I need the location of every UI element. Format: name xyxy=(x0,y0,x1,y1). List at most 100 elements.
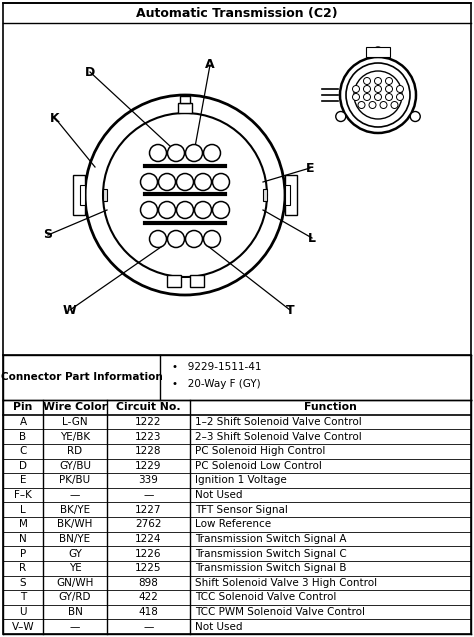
Text: 1224: 1224 xyxy=(135,534,162,544)
Circle shape xyxy=(373,47,383,57)
Circle shape xyxy=(140,173,157,190)
Text: 1229: 1229 xyxy=(135,461,162,471)
Text: Pin: Pin xyxy=(13,403,33,412)
Text: Low Reference: Low Reference xyxy=(195,519,271,529)
Text: S: S xyxy=(44,229,53,241)
Text: E: E xyxy=(306,162,314,175)
Circle shape xyxy=(374,94,382,101)
Circle shape xyxy=(203,231,220,248)
Circle shape xyxy=(158,201,175,218)
Text: 1–2 Shift Solenoid Valve Control: 1–2 Shift Solenoid Valve Control xyxy=(195,417,362,427)
Bar xyxy=(167,275,181,287)
Circle shape xyxy=(203,145,220,162)
Circle shape xyxy=(212,173,229,190)
Text: —: — xyxy=(70,490,80,500)
Bar xyxy=(190,275,204,287)
Circle shape xyxy=(149,231,166,248)
Bar xyxy=(103,189,107,201)
Circle shape xyxy=(158,173,175,190)
Text: TCC Solenoid Valve Control: TCC Solenoid Valve Control xyxy=(195,592,337,603)
Circle shape xyxy=(194,201,211,218)
Circle shape xyxy=(140,201,157,218)
Text: A: A xyxy=(205,59,215,71)
Text: N: N xyxy=(19,534,27,544)
Circle shape xyxy=(353,85,359,92)
Text: E: E xyxy=(20,475,26,485)
Text: 2–3 Shift Solenoid Valve Control: 2–3 Shift Solenoid Valve Control xyxy=(195,431,362,441)
Text: YE/BK: YE/BK xyxy=(60,431,90,441)
Circle shape xyxy=(185,231,202,248)
Circle shape xyxy=(364,94,371,101)
Circle shape xyxy=(364,78,371,85)
Text: Circuit No.: Circuit No. xyxy=(116,403,181,412)
Text: BN: BN xyxy=(68,607,82,617)
Text: K: K xyxy=(50,111,60,124)
Circle shape xyxy=(185,145,202,162)
Text: TCC PWM Solenoid Valve Control: TCC PWM Solenoid Valve Control xyxy=(195,607,365,617)
Text: 898: 898 xyxy=(138,578,158,588)
Text: BK/WH: BK/WH xyxy=(57,519,93,529)
Text: 1228: 1228 xyxy=(135,446,162,456)
Circle shape xyxy=(396,85,403,92)
Bar xyxy=(366,47,390,57)
Text: YE: YE xyxy=(69,563,82,573)
Text: Not Used: Not Used xyxy=(195,490,243,500)
Text: PK/BU: PK/BU xyxy=(59,475,91,485)
Bar xyxy=(285,175,297,215)
Text: Automatic Transmission (C2): Automatic Transmission (C2) xyxy=(136,6,338,20)
Text: 339: 339 xyxy=(138,475,158,485)
Text: 1227: 1227 xyxy=(135,505,162,515)
Circle shape xyxy=(364,85,371,92)
Text: L: L xyxy=(308,231,316,245)
Text: PC Solenoid Low Control: PC Solenoid Low Control xyxy=(195,461,322,471)
Text: 1223: 1223 xyxy=(135,431,162,441)
Text: Ignition 1 Voltage: Ignition 1 Voltage xyxy=(195,475,287,485)
Text: L-GN: L-GN xyxy=(62,417,88,427)
Text: GY/BU: GY/BU xyxy=(59,461,91,471)
Circle shape xyxy=(353,94,359,101)
Text: —: — xyxy=(143,622,154,632)
Bar xyxy=(80,185,85,205)
Text: A: A xyxy=(19,417,27,427)
Bar xyxy=(285,185,290,205)
Circle shape xyxy=(396,94,403,101)
Bar xyxy=(263,189,267,201)
Text: GY/RD: GY/RD xyxy=(59,592,91,603)
Circle shape xyxy=(358,101,365,108)
Circle shape xyxy=(410,111,420,122)
Text: Transmission Switch Signal C: Transmission Switch Signal C xyxy=(195,548,347,559)
Text: 1225: 1225 xyxy=(135,563,162,573)
Text: •   9229-1511-41: • 9229-1511-41 xyxy=(172,362,262,372)
Text: RD: RD xyxy=(67,446,82,456)
Circle shape xyxy=(212,201,229,218)
Text: C: C xyxy=(19,446,27,456)
Text: Transmission Switch Signal B: Transmission Switch Signal B xyxy=(195,563,346,573)
Text: Transmission Switch Signal A: Transmission Switch Signal A xyxy=(195,534,346,544)
Circle shape xyxy=(391,101,398,108)
Text: •   20-Way F (GY): • 20-Way F (GY) xyxy=(172,379,261,389)
Circle shape xyxy=(167,231,184,248)
Circle shape xyxy=(149,145,166,162)
Circle shape xyxy=(385,78,392,85)
Text: —: — xyxy=(70,622,80,632)
Text: R: R xyxy=(19,563,27,573)
Text: T: T xyxy=(286,303,294,317)
Text: D: D xyxy=(19,461,27,471)
Text: U: U xyxy=(19,607,27,617)
Text: S: S xyxy=(20,578,27,588)
Text: PC Solenoid High Control: PC Solenoid High Control xyxy=(195,446,325,456)
Bar xyxy=(178,103,192,113)
Circle shape xyxy=(336,111,346,122)
Circle shape xyxy=(369,101,376,108)
Circle shape xyxy=(385,85,392,92)
Text: M: M xyxy=(18,519,27,529)
Text: B: B xyxy=(19,431,27,441)
Text: V–W: V–W xyxy=(12,622,34,632)
Text: 422: 422 xyxy=(138,592,158,603)
Text: W: W xyxy=(63,303,77,317)
Circle shape xyxy=(374,78,382,85)
Circle shape xyxy=(380,101,387,108)
Circle shape xyxy=(194,173,211,190)
Text: L: L xyxy=(20,505,26,515)
Text: Connector Part Information: Connector Part Information xyxy=(0,373,163,382)
